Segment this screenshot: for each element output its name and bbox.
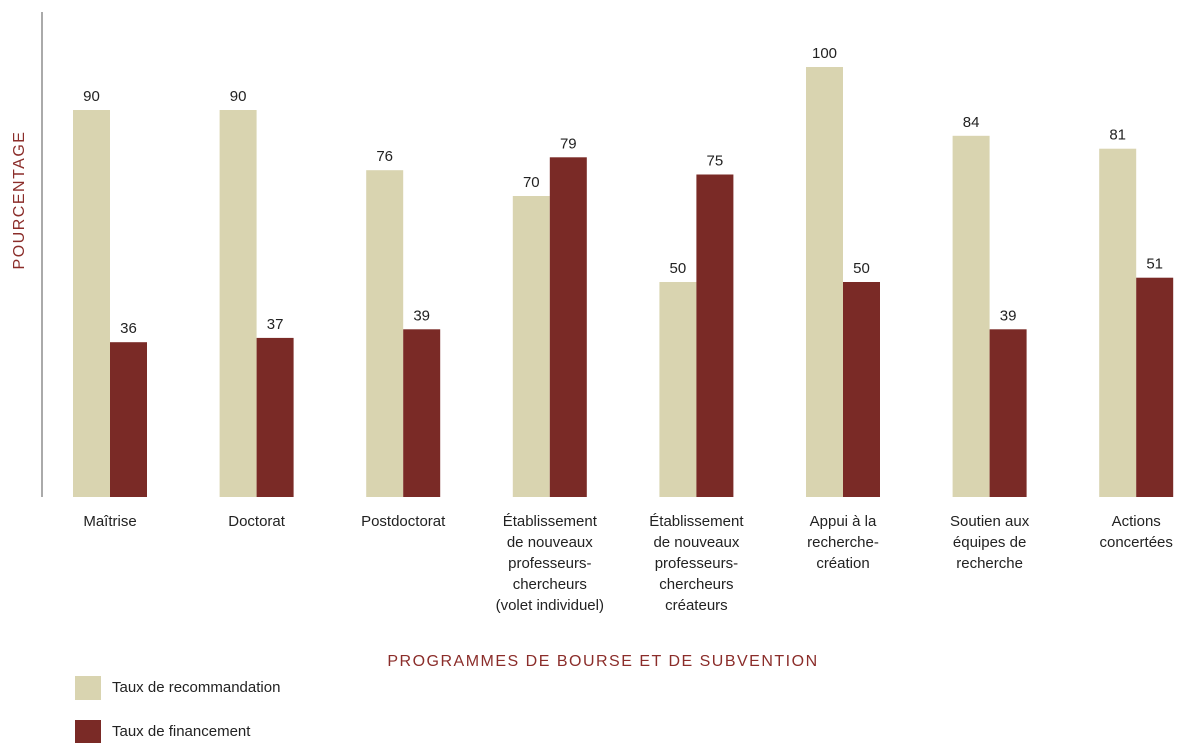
bar (843, 282, 880, 497)
bar (1099, 148, 1137, 497)
data-label: 75 (707, 152, 724, 169)
x-tick-label: Maîtrise (83, 513, 136, 530)
x-tick-label: Soutien aux (950, 513, 1030, 530)
data-label: 90 (83, 88, 100, 105)
x-tick-label: équipes de (953, 534, 1026, 551)
x-tick-label: création (816, 555, 869, 572)
x-tick-label: Actions (1112, 513, 1161, 530)
bar (403, 329, 441, 497)
legend-swatch (75, 720, 101, 743)
x-tick-label: de nouveaux (653, 534, 739, 551)
x-axis-label: PROGRAMMES DE BOURSE ET DE SUBVENTION (387, 653, 818, 670)
bar (952, 135, 990, 498)
data-label: 51 (1146, 256, 1163, 273)
legend-swatch (75, 676, 101, 700)
bar (549, 157, 587, 498)
data-label: 50 (670, 260, 687, 277)
x-tick-label: (volet individuel) (496, 597, 604, 614)
bar (512, 196, 550, 497)
x-tick-label: Établissement (649, 513, 744, 530)
data-label: 70 (523, 174, 540, 191)
legend-label: Taux de financement (112, 723, 251, 740)
bar (1136, 277, 1174, 497)
bar (73, 110, 110, 497)
data-label: 90 (230, 88, 247, 105)
x-tick-label: recherche (956, 555, 1023, 572)
x-tick-label: chercheurs (513, 576, 587, 593)
x-tick-label: professeurs- (508, 555, 591, 572)
bar (989, 329, 1027, 497)
data-label: 39 (1000, 307, 1017, 324)
data-label: 36 (120, 320, 137, 337)
bar (366, 170, 404, 497)
bar (806, 67, 843, 497)
data-label: 37 (267, 316, 284, 333)
x-tick-label: Postdoctorat (361, 513, 446, 530)
data-label: 76 (376, 148, 393, 165)
legend-label: Taux de recommandation (112, 679, 280, 696)
x-tick-label: créateurs (665, 597, 728, 614)
data-label: 39 (413, 307, 430, 324)
bar (110, 342, 147, 497)
x-tick-label: Établissement (503, 513, 598, 530)
data-label: 81 (1109, 127, 1126, 144)
bar (256, 337, 294, 497)
data-label: 79 (560, 135, 577, 152)
data-label: 100 (812, 45, 837, 62)
x-tick-label: Doctorat (228, 513, 286, 530)
x-tick-label: de nouveaux (507, 534, 593, 551)
bar (696, 174, 734, 497)
x-tick-label: Appui à la (810, 513, 877, 530)
y-axis-label: POURCENTAGE (11, 131, 28, 270)
x-tick-label: chercheurs (659, 576, 733, 593)
data-label: 50 (853, 260, 870, 277)
data-label: 84 (963, 114, 980, 131)
bar (659, 282, 697, 497)
x-tick-label: professeurs- (655, 555, 738, 572)
x-tick-label: concertées (1100, 534, 1173, 551)
x-tick-label: recherche- (807, 534, 879, 551)
bar (219, 110, 257, 497)
